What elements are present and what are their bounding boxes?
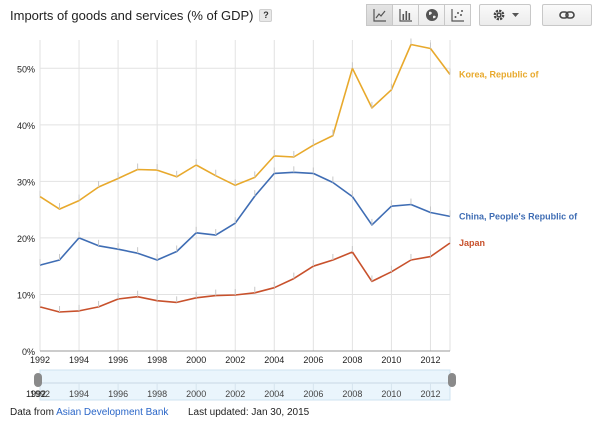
range-slider-tick-label: 2006 [303, 389, 323, 399]
line-chart-icon [372, 9, 386, 22]
range-slider-right-handle[interactable] [448, 373, 456, 387]
range-slider-tick-label: 2008 [342, 389, 362, 399]
x-tick-label: 1992 [30, 355, 50, 365]
range-slider-tick-label: 2012 [420, 389, 440, 399]
x-tick-label: 2010 [381, 355, 401, 365]
x-tick-label: 2008 [342, 355, 362, 365]
map-view-button[interactable] [418, 4, 445, 26]
help-icon[interactable]: ? [259, 9, 273, 22]
line-chart-button[interactable] [366, 4, 393, 26]
chart-type-toolbar [366, 4, 471, 26]
last-updated: Last updated: Jan 30, 2015 [188, 407, 310, 418]
series-line[interactable] [39, 171, 451, 266]
y-tick-label: 50% [17, 64, 35, 74]
x-tick-label: 1994 [69, 355, 89, 365]
x-tick-label: 1998 [147, 355, 167, 365]
range-slider-tick-label: 1994 [69, 389, 89, 399]
x-tick-label: 2006 [303, 355, 323, 365]
range-slider-tick-label: 2010 [381, 389, 401, 399]
settings-button[interactable] [479, 4, 531, 26]
x-tick-label: 1996 [108, 355, 128, 365]
bar-chart-button[interactable] [392, 4, 419, 26]
range-slider-tick-label: 2002 [225, 389, 245, 399]
gear-icon [493, 9, 504, 21]
globe-map-icon [425, 9, 438, 21]
series-label: Japan [459, 238, 485, 248]
chart-title: Imports of goods and services (% of GDP) [10, 8, 254, 23]
scatter-plot-icon [450, 9, 464, 22]
y-tick-label: 0% [22, 347, 35, 357]
series-line[interactable] [39, 242, 451, 313]
footer: Data from Asian Development Bank Last up… [10, 407, 309, 418]
share-link-button[interactable] [542, 4, 592, 26]
range-slider-tick-label: 1998 [147, 389, 167, 399]
link-icon [559, 11, 575, 19]
y-tick-label: 20% [17, 234, 35, 244]
chevron-down-icon [511, 12, 519, 17]
y-tick-label: 30% [17, 177, 35, 187]
range-slider-tick-label: 2004 [264, 389, 284, 399]
range-slider-tick-label: 1992 [30, 389, 50, 399]
range-slider-start-label: 1992 [26, 389, 46, 399]
y-tick-label: 10% [17, 290, 35, 300]
scatter-plot-button[interactable] [444, 4, 471, 26]
x-tick-label: 2004 [264, 355, 284, 365]
source-link[interactable]: Asian Development Bank [56, 407, 169, 418]
series-line[interactable] [39, 43, 451, 210]
range-slider-tick-label: 2000 [186, 389, 206, 399]
range-slider-left-handle[interactable] [34, 373, 42, 387]
footer-prefix: Data from [10, 407, 54, 418]
range-slider-tick-label: 1996 [108, 389, 128, 399]
x-tick-label: 2000 [186, 355, 206, 365]
series-label: Korea, Republic of [459, 69, 540, 79]
bar-chart-icon [398, 9, 412, 22]
x-tick-label: 2002 [225, 355, 245, 365]
series-label: China, People's Republic of [459, 211, 578, 221]
y-tick-label: 40% [17, 121, 35, 131]
chart-title-group: Imports of goods and services (% of GDP)… [10, 8, 273, 23]
x-tick-label: 2012 [420, 355, 440, 365]
